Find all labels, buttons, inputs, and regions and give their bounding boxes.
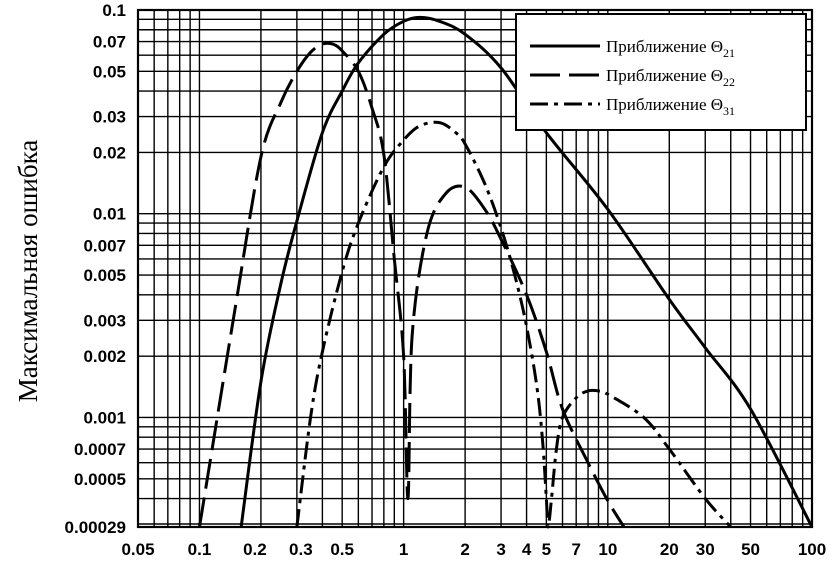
y-tick-label: 0.01 bbox=[93, 205, 126, 224]
curves bbox=[197, 15, 814, 529]
y-tick-label: 0.05 bbox=[93, 62, 126, 81]
legend: Приближение Θ21 Приближение Θ22 Приближени… bbox=[515, 13, 807, 131]
series-line bbox=[197, 41, 626, 528]
legend-box bbox=[515, 13, 807, 131]
x-tick-label: 0.3 bbox=[289, 540, 313, 559]
y-tick-label: 0.00029 bbox=[65, 518, 126, 537]
y-tick-label: 0.02 bbox=[93, 143, 126, 162]
y-tick-label: 0.07 bbox=[93, 33, 126, 52]
y-tick-label: 0.1 bbox=[102, 1, 126, 20]
series-line bbox=[239, 15, 814, 528]
legend-label: Приближение Θ31 bbox=[606, 95, 735, 118]
x-tick-label: 30 bbox=[696, 540, 715, 559]
x-tick-label: 10 bbox=[598, 540, 617, 559]
tick-labels: 0.05 0.1 0.2 0.3 0.5 1 2 3 4 5 7 10 20 30 50 100 0.1 0.07… bbox=[65, 1, 827, 559]
y-axis-label: Максимальная ошибка bbox=[13, 140, 43, 403]
y-tick-label: 0.001 bbox=[83, 408, 126, 427]
x-tick-label: 0.5 bbox=[330, 540, 354, 559]
x-tick-label: 0.2 bbox=[243, 540, 267, 559]
y-tick-label: 0.003 bbox=[83, 311, 126, 330]
series-line bbox=[295, 120, 732, 529]
x-tick-label: 5 bbox=[542, 540, 551, 559]
x-tick-label: 1 bbox=[399, 540, 408, 559]
x-tick-label: 50 bbox=[741, 540, 760, 559]
y-tick-label: 0.03 bbox=[93, 108, 126, 127]
x-tick-label: 7 bbox=[571, 540, 580, 559]
x-tick-label: 100 bbox=[798, 540, 826, 559]
x-tick-label: 2 bbox=[460, 540, 469, 559]
x-tick-label: 4 bbox=[522, 540, 532, 559]
x-tick-label: 0.1 bbox=[188, 540, 212, 559]
legend-label: Приближение Θ22 bbox=[606, 66, 735, 89]
y-tick-label: 0.005 bbox=[83, 266, 126, 285]
legend-label: Приближение Θ21 bbox=[606, 37, 735, 60]
y-tick-label: 0.002 bbox=[83, 347, 126, 366]
x-tick-label: 3 bbox=[496, 540, 505, 559]
grid bbox=[136, 8, 814, 529]
x-tick-label: 0.05 bbox=[121, 540, 154, 559]
y-tick-label: 0.0007 bbox=[74, 440, 126, 459]
plot-frame bbox=[136, 8, 814, 529]
y-tick-label: 0.007 bbox=[83, 236, 126, 255]
x-tick-label: 20 bbox=[660, 540, 679, 559]
y-tick-label: 0.0005 bbox=[74, 470, 126, 489]
